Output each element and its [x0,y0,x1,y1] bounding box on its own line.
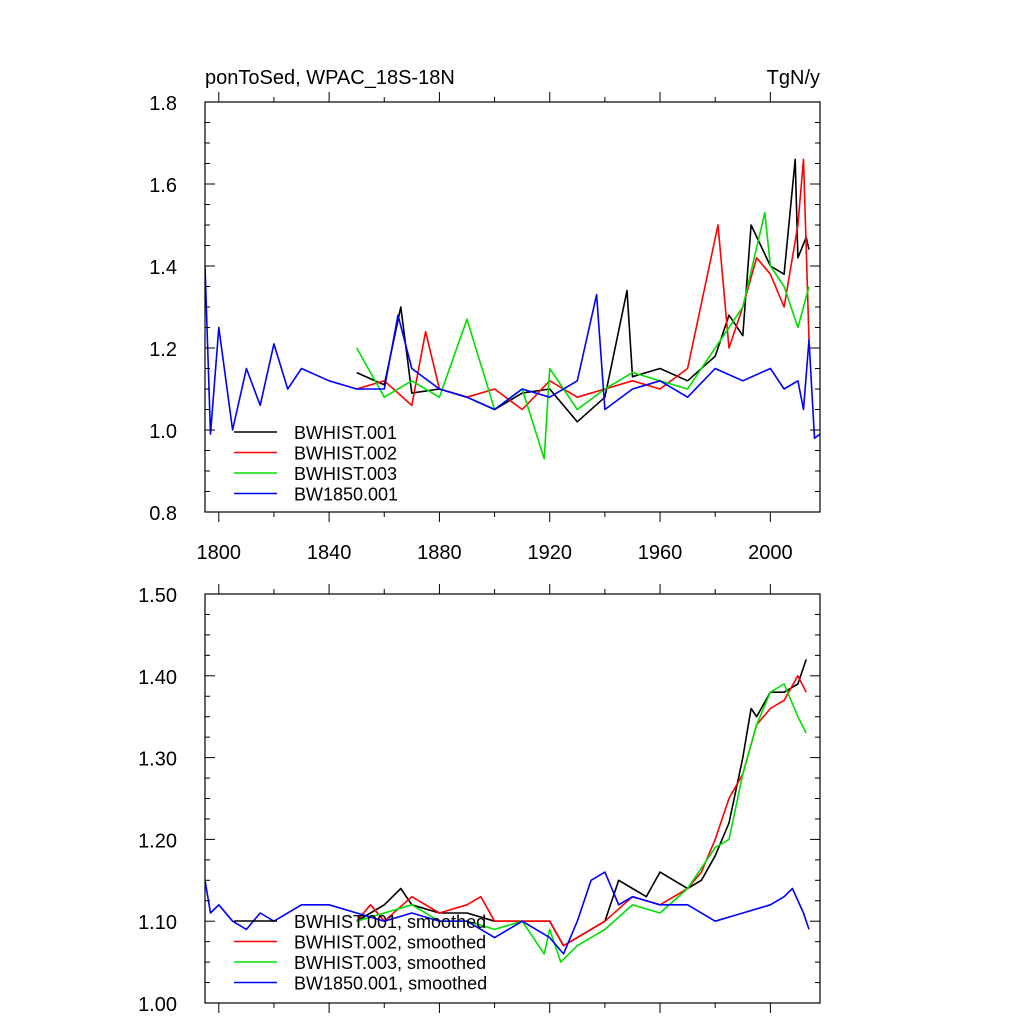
x-tick-label: 1960 [638,542,683,564]
series-line-3 [205,871,810,955]
y-tick-label: 1.50 [138,585,177,607]
x-tick-label: 1800 [197,542,242,564]
series-group [205,659,810,963]
top-panel: 0.8 1.0 1.2 1.4 1.6 1.8 1800 1840 1880 1920 1960 20… [149,67,821,564]
series-line-0 [356,659,807,947]
legend-label-3: BW1850.001, smoothed [294,974,487,994]
legend-label-0: BWHIST.001 [294,423,397,443]
series-line-2 [356,211,810,460]
units-label: TgN/y [767,67,820,89]
x-tick-label: 2000 [748,542,793,564]
y-tick-label: 1.00 [138,994,177,1016]
y-tick-label: 1.30 [138,749,177,771]
y-tick-label: 1.20 [138,830,177,852]
series-group [205,158,820,460]
x-tick-label: 1840 [307,542,352,564]
series-line-1 [356,674,807,947]
bottom-panel: 1.00 1.10 1.20 1.30 1.40 1.50 BWHIST.001, smoo… [138,584,821,1016]
series-line-1 [356,158,810,411]
y-tick-label: 1.8 [149,93,177,115]
series-line-3 [205,265,820,440]
y-tick-label: 0.8 [149,503,177,525]
y-tick-label: 1.6 [149,175,177,197]
x-tick-label: 1880 [417,542,462,564]
legend-label-3: BW1850.001 [294,485,398,505]
chart-title: ponToSed, WPAC_18S-18N [205,67,455,89]
series-line-0 [356,158,810,423]
legend-label-1: BWHIST.002 [294,444,397,464]
y-tick-label: 1.2 [149,339,177,361]
x-tick-label: 1920 [527,542,572,564]
legend-label-2: BWHIST.003 [294,464,397,484]
y-tick-label: 1.0 [149,421,177,443]
y-tick-label: 1.4 [149,257,177,279]
legend-label-2: BWHIST.003, smoothed [294,953,486,973]
y-tick-label: 1.10 [138,912,177,934]
legend-label-0: BWHIST.001, smoothed [294,912,486,932]
legend-label-1: BWHIST.002, smoothed [294,933,486,953]
y-tick-label: 1.40 [138,667,177,689]
